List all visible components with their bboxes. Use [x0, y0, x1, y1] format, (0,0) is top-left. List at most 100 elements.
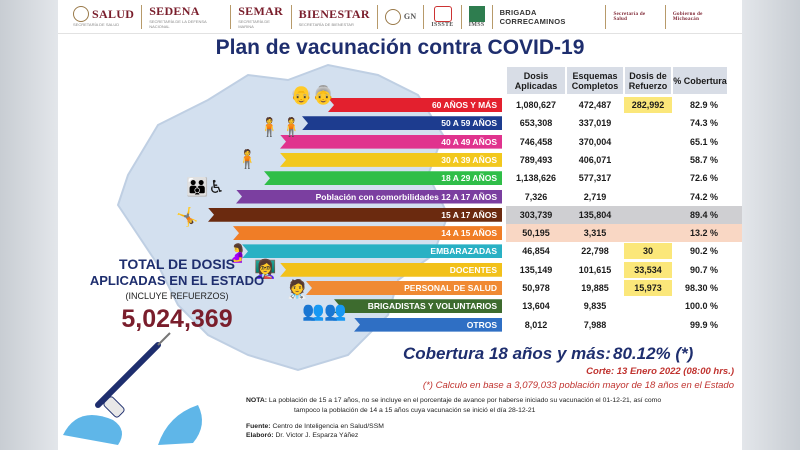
group-bar: 30 A 39 AÑOS	[280, 152, 502, 167]
table-row: 60 AÑOS Y MÁS 1,080,627 472,487 282,992 82.9…	[58, 96, 742, 114]
nota-line1: La población de 15 a 17 años, no se incl…	[268, 397, 662, 404]
total-label-line3: (INCLUYE REFUERZOS)	[125, 291, 229, 301]
total-doses-value: 5,024,369	[121, 305, 233, 333]
group-bar: 14 A 15 AÑOS	[233, 226, 502, 241]
group-bar: 15 A 17 AÑOS	[208, 207, 502, 222]
esquemas-cell: 577,317	[578, 173, 612, 184]
right-blurred-background	[740, 0, 800, 450]
dosis-cell: 746,458	[519, 136, 553, 147]
esquemas-cell: 22,798	[581, 246, 609, 257]
table-row: OTROS 8,012 7,988 99.9 %	[58, 316, 742, 334]
dosis-cell: 135,149	[519, 264, 553, 275]
dosis-cell: 303,739	[519, 209, 553, 220]
cobertura-cell: 99.9 %	[689, 319, 718, 330]
issste-emblem-icon	[433, 5, 452, 22]
group-bar: 40 A 49 AÑOS	[280, 134, 502, 149]
group-bar: 60 AÑOS Y MÁS	[328, 98, 502, 112]
table-row: 50 A 59 AÑOS 653,308 337,019 74.3 %	[58, 114, 742, 132]
teenagers-jumping-icon: 🤸	[176, 207, 199, 227]
family-wheelchair-icon: 👪♿	[186, 177, 225, 197]
coverage-label: Cobertura 18 años y más:	[403, 344, 611, 363]
header-dosis-refuerzo: Dosis de Refuerzo	[624, 66, 672, 95]
cobertura-cell: 82.9 %	[689, 100, 718, 110]
gn-shield-icon	[384, 8, 401, 25]
cobertura-cell: 100.0 %	[684, 301, 718, 312]
table-row: 30 A 39 AÑOS 789,493 406,071 58.7 %	[58, 151, 742, 169]
group-bar: 50 A 59 AÑOS	[302, 116, 502, 131]
refuerzo-cell	[624, 206, 672, 224]
refuerzo-cell	[624, 133, 672, 151]
dosis-cell: 7,326	[524, 191, 548, 202]
group-bar: 18 A 29 AÑOS	[264, 171, 502, 186]
logo-sedena: SEDENA SECRETARÍA DE LA DEFENSA NACIONAL	[142, 4, 232, 29]
group-bar: OTROS	[354, 317, 502, 332]
imss-emblem-icon	[468, 5, 485, 22]
table-row: DOCENTES 135,149 101,615 33,534 90.7 %	[58, 261, 742, 279]
cobertura-cell: 65.1 %	[689, 136, 718, 147]
table-row: 15 A 17 AÑOS 303,739 135,804 89.4 %	[58, 205, 742, 224]
elaboro-value: Dr. Victor J. Esparza Yáñez	[275, 432, 359, 439]
esquemas-cell: 7,988	[583, 319, 607, 330]
dosis-cell: 50,978	[522, 283, 550, 293]
nota-label: NOTA:	[246, 397, 268, 404]
total-label-line1: TOTAL DE DOSIS	[119, 256, 235, 272]
table-row: PERSONAL DE SALUD 50,978 19,885 15,973 98.30…	[58, 279, 742, 297]
logo-gn: GN	[378, 4, 425, 29]
coverage-value: 80.12% (*)	[613, 344, 694, 363]
cobertura-cell: 90.2 %	[689, 246, 718, 257]
cobertura-cell: 13.2 %	[689, 228, 718, 239]
page-title: Plan de vacunación contra COVID-19	[215, 36, 585, 59]
source-block: Fuente: Centro de Inteligencia en Salud/…	[246, 422, 384, 440]
teacher-icon: 👩‍🏫	[254, 259, 277, 279]
elderly-people-icon: 👴👵	[290, 85, 335, 105]
nota-block: NOTA: La población de 15 a 17 años, no s…	[246, 396, 736, 416]
esquemas-cell: 19,885	[581, 283, 609, 293]
refuerzo-cell: 33,534	[634, 264, 662, 275]
refuerzo-cell: 15,973	[634, 283, 662, 293]
vaccine-hands-illustration	[58, 325, 218, 450]
table-row: Población con comorbilidades 12 A 17 AÑO…	[58, 188, 742, 206]
dosis-cell: 1,138,626	[515, 173, 557, 184]
elaboro-label: Elaboró:	[246, 432, 274, 439]
cobertura-cell: 98.30 %	[684, 283, 718, 293]
refuerzo-highlight	[624, 280, 672, 296]
refuerzo-highlight	[624, 97, 672, 113]
esquemas-cell: 101,615	[578, 264, 612, 275]
header-dosis-aplicadas: Dosis Aplicadas	[506, 66, 566, 95]
refuerzo-cell: 282,992	[631, 100, 665, 110]
fuente-label: Fuente:	[246, 423, 271, 430]
refuerzo-cell	[624, 316, 672, 334]
row-highlight-band	[506, 205, 742, 224]
young-adults-icon: 🧍	[236, 149, 259, 169]
logo-salud: SALUD SECRETARÍA DE SALUD	[66, 4, 143, 29]
fuente-value: Centro de Inteligencia en Salud/SSM	[272, 423, 384, 430]
logo-issste: ISSSTE	[424, 4, 462, 29]
group-bar: DOCENTES	[280, 262, 502, 277]
refuerzo-cell	[624, 114, 672, 132]
table-row: BRIGADISTAS Y VOLUNTARIOS 13,604 9,835 100.…	[58, 297, 742, 315]
esquemas-cell: 135,804	[578, 209, 612, 220]
logo-gobierno-michoacan: Gobierno de Michoacán	[672, 11, 703, 22]
left-blurred-background	[0, 0, 60, 450]
eagle-emblem-icon	[73, 6, 89, 22]
table-row: 14 A 15 AÑOS 50,195 3,315 13.2 %	[58, 224, 742, 243]
table-row: 18 A 29 AÑOS 1,138,626 577,317 72.6 %	[58, 169, 742, 187]
dosis-cell: 8,012	[524, 319, 548, 330]
esquemas-cell: 337,019	[578, 118, 612, 129]
esquemas-cell: 472,487	[578, 100, 612, 110]
cobertura-cell: 89.4 %	[689, 209, 718, 220]
brigade-volunteers-icon: 👥👥	[302, 301, 347, 321]
esquemas-cell: 2,719	[583, 191, 607, 202]
dosis-cell: 1,080,627	[515, 100, 557, 110]
esquemas-cell: 370,004	[578, 136, 612, 147]
refuerzo-cell	[624, 188, 672, 206]
health-worker-icon: 🧑‍⚕️	[286, 279, 309, 299]
header-esquemas-completos: Esquemas Completos	[566, 66, 624, 95]
cobertura-cell: 72.6 %	[689, 173, 718, 184]
cobertura-cell: 74.3 %	[689, 118, 718, 129]
esquemas-cell: 9,835	[583, 301, 607, 312]
dosis-cell: 46,854	[522, 246, 550, 257]
logo-semar: SEMAR SECRETARÍA DE MARINA	[231, 4, 292, 29]
group-bar: Población con comorbilidades 12 A 17 AÑO…	[236, 189, 502, 204]
cobertura-cell: 90.7 %	[689, 264, 718, 275]
